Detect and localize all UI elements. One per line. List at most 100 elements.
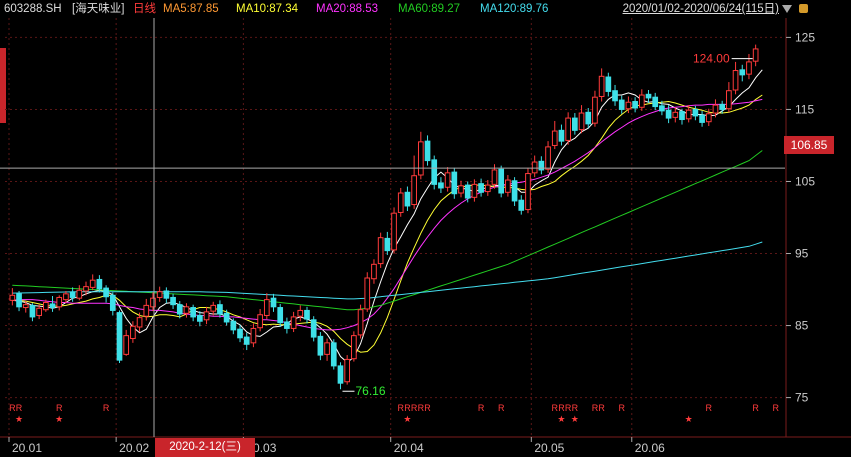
stock-name-label: [海天味业] — [72, 3, 125, 15]
y-tick-label: 85 — [795, 319, 809, 333]
candle-body — [76, 289, 83, 299]
r-marker: R — [404, 403, 411, 413]
candle-body — [438, 182, 444, 189]
candle-body — [337, 365, 344, 384]
candle-body — [290, 316, 297, 329]
candle-body — [9, 294, 16, 301]
candle-body — [625, 101, 632, 110]
r-marker: R — [411, 403, 418, 413]
candle-body — [585, 111, 592, 125]
candle-body — [638, 94, 645, 108]
candle-body — [565, 117, 571, 141]
crosshair-price-label: 106.85 — [784, 136, 834, 154]
candle-body — [478, 183, 484, 193]
candle-body — [464, 184, 471, 199]
candle-body — [391, 212, 397, 251]
candle-body — [183, 306, 190, 314]
candle-body — [518, 199, 525, 211]
candle-body — [317, 335, 324, 356]
ma-line-ma5 — [12, 69, 763, 363]
candle-body — [310, 319, 317, 338]
candle-body — [545, 146, 551, 170]
r-marker: R — [598, 403, 605, 413]
period-label[interactable]: 日线 — [133, 3, 156, 15]
candle-body — [598, 75, 605, 97]
candle-body — [538, 160, 545, 171]
y-tick-label: 75 — [795, 391, 809, 405]
candle-body — [237, 328, 243, 339]
candle-body — [551, 130, 558, 146]
candle-body — [712, 104, 719, 114]
dropdown-arrow-icon[interactable] — [782, 5, 792, 13]
r-marker: R — [478, 403, 485, 413]
candle-body — [665, 109, 672, 119]
ma-line-ma10 — [12, 94, 763, 353]
legend-bar: 603288.SH [海天味业] 日线 MA5:87.85 MA10:87.34… — [0, 0, 851, 18]
candle-body — [42, 302, 49, 311]
candle-body — [752, 48, 759, 62]
candle-body — [109, 294, 116, 311]
candle-body — [491, 169, 498, 185]
r-marker: R — [565, 403, 572, 413]
r-marker: R — [9, 403, 16, 413]
candle-body — [190, 307, 196, 318]
candle-body — [672, 111, 679, 118]
candle-body — [605, 76, 612, 92]
candle-body — [243, 336, 250, 345]
candle-body — [692, 108, 699, 117]
y-tick-label: 125 — [795, 30, 815, 44]
r-marker: R — [397, 403, 404, 413]
candle-body — [29, 304, 36, 318]
candle-body — [726, 90, 732, 110]
candle-body — [297, 309, 304, 317]
r-marker: R — [498, 403, 505, 413]
ma-line-ma20 — [12, 98, 763, 331]
ma10-legend: MA10:87.34 — [236, 3, 299, 15]
candle-body — [203, 311, 210, 321]
candle-body — [16, 293, 22, 308]
candle-body — [498, 168, 505, 194]
r-marker: R — [752, 403, 759, 413]
candle-body — [63, 293, 69, 301]
candle-body — [505, 179, 511, 193]
lock-icon[interactable] — [799, 4, 808, 13]
star-marker: ★ — [15, 415, 23, 425]
candle-body — [270, 297, 277, 308]
low-price-label: 76.16 — [355, 384, 385, 398]
candle-body — [143, 304, 150, 317]
candle-body — [484, 184, 491, 193]
candle-body — [136, 317, 143, 328]
candle-body — [304, 309, 310, 320]
candle-body — [83, 286, 89, 292]
candle-body — [103, 287, 109, 298]
candle-body — [705, 113, 712, 123]
candle-body — [170, 296, 176, 306]
candle-body — [176, 304, 183, 315]
symbol-label: 603288.SH — [4, 3, 62, 15]
date-range-selector[interactable]: 2020/01/02-2020/06/24(115日) — [622, 3, 779, 15]
candle-body — [89, 279, 96, 288]
y-tick-label: 95 — [795, 247, 809, 261]
candle-body — [659, 105, 665, 112]
candle-body — [618, 99, 625, 110]
r-marker: R — [103, 403, 110, 413]
candle-body — [645, 93, 652, 99]
star-marker: ★ — [403, 415, 411, 425]
candle-body — [49, 303, 56, 309]
candle-body — [22, 304, 29, 309]
x-tick-label: 20.04 — [394, 441, 424, 455]
candle-body — [69, 291, 76, 298]
r-marker: R — [56, 403, 63, 413]
candle-body — [163, 290, 170, 299]
candle-body — [130, 325, 136, 340]
panel-edge-marker — [0, 48, 6, 123]
ma60-legend: MA60:89.27 — [398, 3, 461, 15]
r-marker: R — [552, 403, 559, 413]
y-tick-label: 105 — [795, 174, 815, 188]
candle-body — [679, 111, 685, 121]
candle-body — [197, 314, 203, 322]
ma20-legend: MA20:88.53 — [316, 3, 379, 15]
r-marker: R — [618, 403, 625, 413]
r-marker: R — [558, 403, 565, 413]
